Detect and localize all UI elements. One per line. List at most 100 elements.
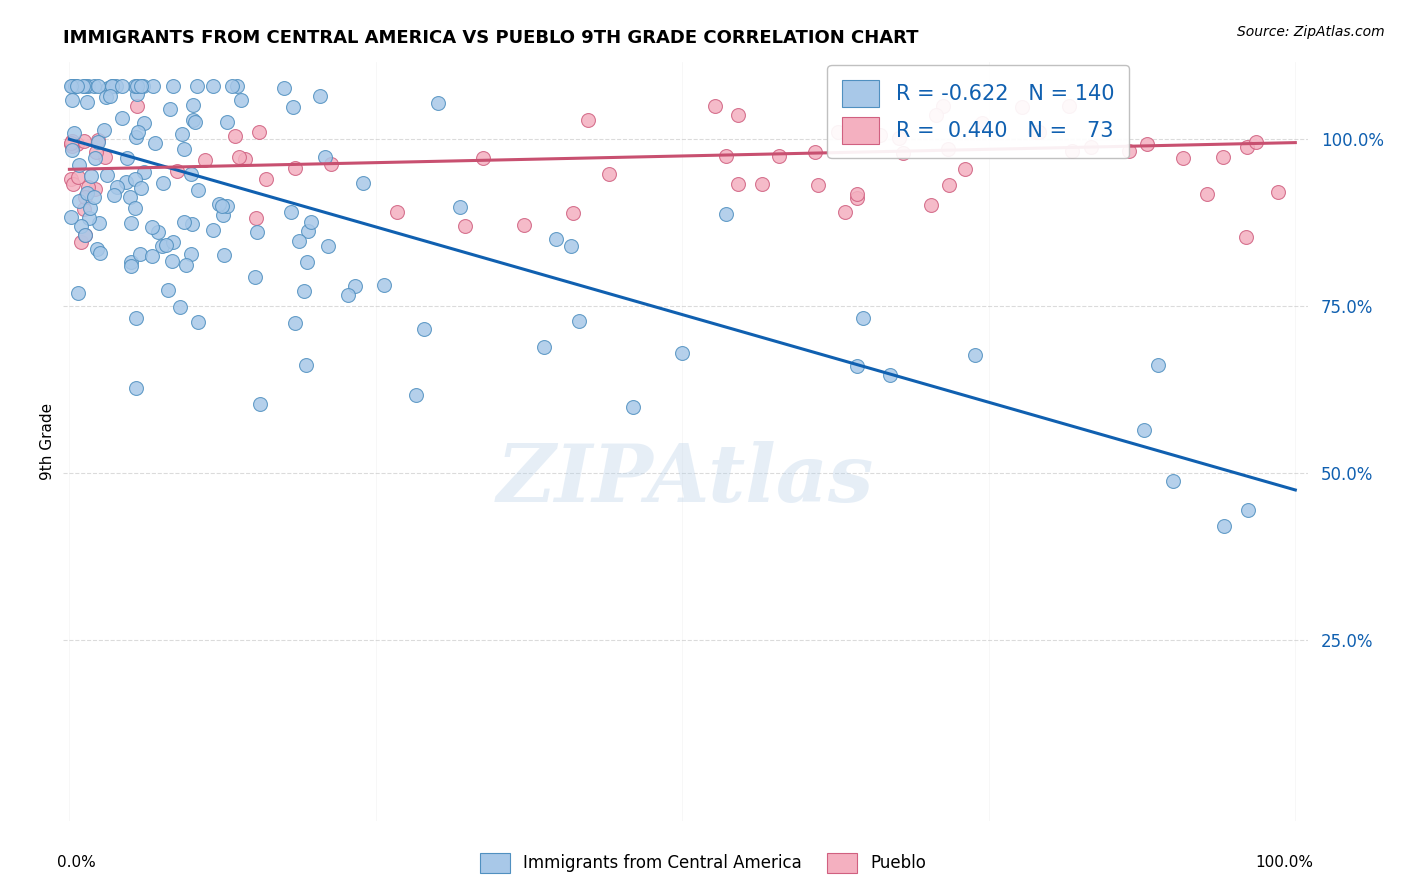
Text: 0.0%: 0.0%	[58, 855, 96, 870]
Point	[97, 81, 120, 95]
Point	[512, 218, 534, 232]
Point	[827, 125, 849, 139]
Point	[273, 81, 295, 95]
Point	[544, 231, 567, 245]
Point	[803, 145, 825, 159]
Point	[169, 300, 191, 314]
Point	[186, 78, 208, 93]
Point	[972, 116, 994, 130]
Point	[60, 135, 83, 149]
Point	[63, 78, 86, 93]
Point	[141, 219, 163, 234]
Point	[621, 400, 644, 414]
Point	[1161, 474, 1184, 488]
Point	[76, 186, 98, 200]
Point	[1236, 140, 1258, 154]
Point	[533, 340, 555, 354]
Point	[141, 249, 163, 263]
Point	[159, 102, 181, 116]
Point	[1267, 185, 1289, 199]
Point	[129, 181, 152, 195]
Point	[143, 136, 166, 150]
Point	[846, 359, 869, 373]
Point	[211, 199, 233, 213]
Point	[343, 279, 366, 293]
Point	[127, 125, 149, 139]
Point	[155, 237, 177, 252]
Point	[703, 99, 725, 113]
Point	[288, 234, 311, 248]
Point	[336, 287, 359, 301]
Point	[1057, 99, 1080, 113]
Point	[314, 150, 336, 164]
Point	[60, 143, 83, 157]
Point	[94, 150, 117, 164]
Point	[879, 368, 901, 383]
Point	[127, 78, 149, 93]
Point	[120, 255, 142, 269]
Point	[67, 169, 90, 184]
Point	[716, 207, 738, 221]
Point	[76, 78, 98, 93]
Point	[80, 169, 103, 183]
Point	[86, 145, 108, 159]
Point	[89, 246, 111, 260]
Point	[201, 78, 224, 93]
Point	[936, 142, 959, 156]
Point	[187, 315, 209, 329]
Point	[62, 126, 84, 140]
Point	[59, 136, 82, 151]
Point	[413, 322, 436, 336]
Point	[83, 78, 105, 93]
Point	[129, 78, 152, 93]
Point	[1146, 358, 1168, 372]
Point	[1195, 187, 1218, 202]
Point	[405, 388, 427, 402]
Point	[243, 269, 266, 284]
Point	[1212, 151, 1234, 165]
Point	[160, 253, 183, 268]
Text: IMMIGRANTS FROM CENTRAL AMERICA VS PUEBLO 9TH GRADE CORRELATION CHART: IMMIGRANTS FROM CENTRAL AMERICA VS PUEBL…	[63, 29, 918, 47]
Point	[845, 191, 868, 205]
Point	[202, 222, 225, 236]
Point	[1028, 125, 1050, 139]
Point	[453, 219, 475, 233]
Point	[834, 205, 856, 219]
Point	[598, 167, 620, 181]
Point	[249, 397, 271, 411]
Point	[86, 242, 108, 256]
Point	[125, 129, 148, 144]
Point	[173, 142, 195, 156]
Point	[132, 116, 155, 130]
Point	[1060, 145, 1083, 159]
Point	[60, 78, 83, 93]
Point	[471, 151, 494, 165]
Point	[1171, 151, 1194, 165]
Point	[152, 176, 174, 190]
Point	[59, 136, 82, 151]
Point	[103, 188, 125, 202]
Point	[562, 205, 585, 219]
Text: ZIPAtlas: ZIPAtlas	[496, 441, 875, 518]
Point	[75, 227, 97, 242]
Point	[297, 224, 319, 238]
Point	[162, 78, 184, 93]
Point	[162, 235, 184, 250]
Point	[280, 205, 302, 219]
Point	[217, 199, 239, 213]
Point	[254, 171, 277, 186]
Point	[807, 178, 830, 192]
Point	[84, 182, 107, 196]
Point	[96, 168, 118, 182]
Point	[245, 211, 267, 226]
Point	[891, 145, 914, 160]
Point	[72, 78, 94, 93]
Point	[120, 216, 142, 230]
Point	[1213, 519, 1236, 533]
Point	[1132, 423, 1154, 437]
Point	[131, 78, 153, 93]
Point	[299, 215, 322, 229]
Point	[101, 78, 124, 93]
Point	[148, 225, 170, 239]
Point	[373, 278, 395, 293]
